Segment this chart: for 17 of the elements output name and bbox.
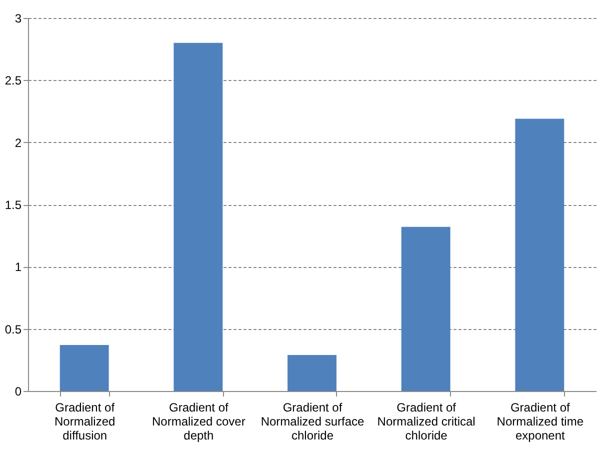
x-tick-label: Gradient of Normalized time exponent (496, 400, 584, 442)
y-tick-label: 3 (14, 12, 22, 26)
bar (174, 42, 223, 391)
bar (515, 118, 564, 391)
x-tick-label: Gradient of Normalized diffusion (54, 400, 116, 442)
y-tick-label: 2.5 (4, 74, 22, 88)
y-tick-label: 2 (14, 136, 22, 150)
bar (288, 354, 336, 391)
bar (60, 344, 109, 391)
y-tick-label: 1.5 (4, 198, 22, 212)
y-tick-label: 1 (14, 260, 22, 274)
x-tick-label: Gradient of Normalized critical chloride (377, 400, 476, 442)
bar (401, 226, 450, 391)
y-tick-label: 0.5 (4, 322, 22, 336)
x-tick-label: Gradient of Normalized cover depth (152, 400, 246, 442)
y-tick-label: 0 (14, 384, 22, 398)
x-tick-label: Gradient of Normalized surface chloride (260, 400, 365, 442)
